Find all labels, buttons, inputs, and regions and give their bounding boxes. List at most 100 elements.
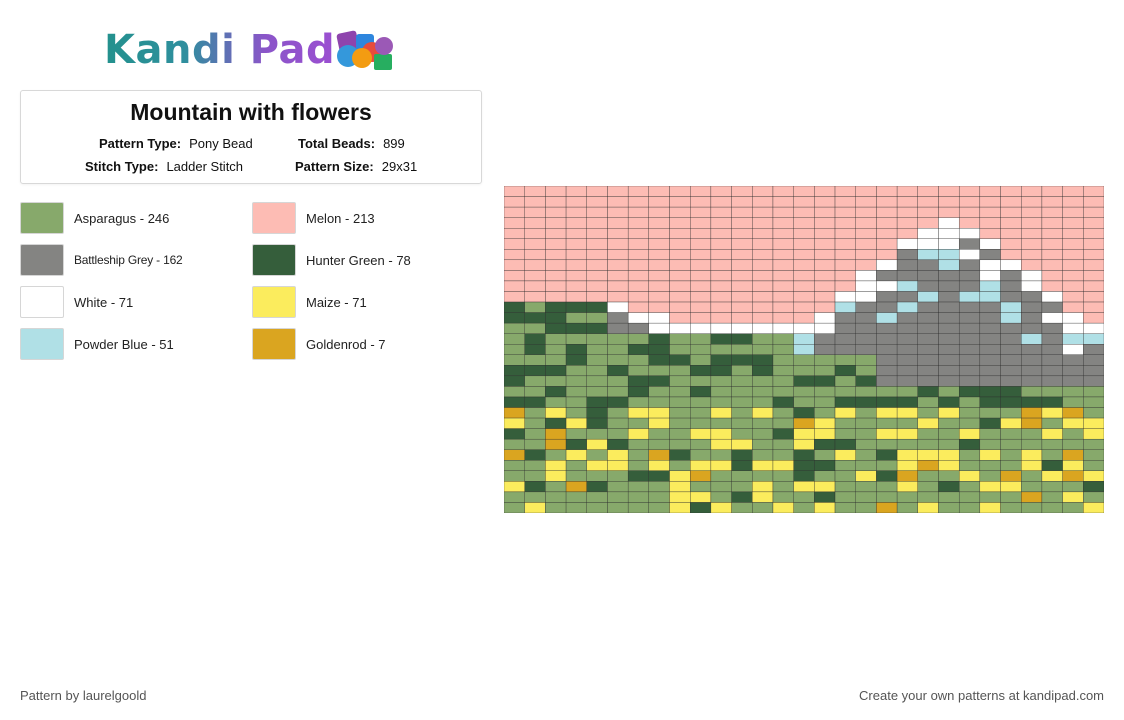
bead-cell (1000, 502, 1022, 513)
bead-cell (896, 280, 918, 292)
bead-cell (917, 344, 939, 355)
bead-cell (648, 417, 670, 429)
bead-cell (772, 280, 794, 292)
bead-cell (710, 375, 732, 387)
bead-cell (958, 470, 981, 482)
bead-cell (504, 322, 525, 334)
bead-cell (917, 228, 939, 239)
bead-cell (504, 502, 525, 513)
bead-cell (710, 491, 732, 503)
bead-cell (814, 407, 836, 419)
bead-cell (917, 481, 939, 493)
bead-cell (690, 259, 712, 271)
bead-cell (896, 428, 918, 440)
bead-cell (545, 438, 567, 450)
total-beads-value: 899 (383, 136, 405, 151)
bead-cell (545, 270, 567, 282)
bead-cell (814, 386, 836, 398)
bead-cell (917, 354, 939, 366)
bead-cell (565, 428, 587, 440)
bead-cell (896, 470, 918, 482)
color-swatch (252, 202, 296, 234)
bead-cell (545, 386, 567, 398)
bead-cell (834, 270, 856, 282)
bead-cell (752, 344, 774, 355)
bead-cell (710, 396, 732, 408)
bead-cell (731, 481, 753, 493)
bead-cell (896, 301, 918, 313)
bead-cell (627, 344, 650, 355)
stitch-type-row: Stitch Type: Ladder Stitch (85, 159, 243, 174)
bead-cell (1000, 217, 1022, 229)
bead-cell (690, 344, 712, 355)
bead-cell (876, 228, 898, 239)
bead-cell (896, 481, 918, 493)
bead-cell (731, 449, 753, 461)
bead-cell (814, 270, 836, 282)
bead-cell (586, 312, 608, 324)
bead-cell (979, 249, 1001, 261)
bead-cell (627, 417, 650, 429)
bead-cell (648, 344, 670, 355)
bead-cell (1041, 228, 1063, 239)
bead-cell (814, 365, 836, 377)
kandipad-logo[interactable]: Kandi Pad (104, 28, 404, 72)
bead-cell (607, 417, 629, 429)
bead-cell (896, 449, 918, 461)
pattern-type-row: Pattern Type: Pony Bead (99, 136, 253, 151)
bead-cell (793, 407, 815, 419)
bead-cell (876, 386, 898, 398)
bead-cell (814, 354, 836, 366)
bead-cell (752, 428, 774, 440)
bead-cell (979, 407, 1001, 419)
legend-item-powder-blue: Powder Blue - 51 (20, 328, 174, 360)
bead-cell (669, 354, 691, 366)
bead-cell (896, 396, 918, 408)
bead-cell (958, 196, 981, 208)
bead-cell (586, 417, 608, 429)
bead-cell (917, 396, 939, 408)
bead-cell (504, 249, 525, 261)
bead-cell (1062, 354, 1084, 366)
bead-cell (565, 449, 587, 461)
bead-cell (855, 428, 877, 440)
bead-cell (814, 196, 836, 208)
bead-cell (1021, 196, 1043, 208)
bead-cell (627, 333, 650, 345)
bead-cell (938, 291, 960, 303)
bead-cell (669, 322, 691, 334)
bead-cell (814, 249, 836, 261)
bead-cell (586, 270, 608, 282)
color-swatch (252, 286, 296, 318)
bead-cell (1041, 502, 1063, 513)
legend-item-goldenrod: Goldenrod - 7 (252, 328, 386, 360)
bead-cell (669, 470, 691, 482)
bead-cell (586, 249, 608, 261)
bead-cell (586, 365, 608, 377)
bead-cell (855, 438, 877, 450)
bead-cell (545, 449, 567, 461)
bead-cell (772, 291, 794, 303)
bead-cell (504, 365, 525, 377)
bead-cell (793, 196, 815, 208)
bead-cell (504, 386, 525, 398)
bead-cell (669, 291, 691, 303)
bead-cell (1083, 249, 1104, 261)
bead-cell (958, 375, 981, 387)
bead-cell (876, 417, 898, 429)
bead-cell (607, 228, 629, 239)
bead-cell (586, 301, 608, 313)
bead-cell (814, 228, 836, 239)
bead-cell (958, 280, 981, 292)
bead-cell (876, 322, 898, 334)
bead-cell (1041, 396, 1063, 408)
bead-cell (565, 259, 587, 271)
bead-cell (586, 228, 608, 239)
bead-cell (938, 354, 960, 366)
bead-cell (690, 206, 712, 218)
bead-cell (896, 206, 918, 218)
kandipad-link[interactable]: Create your own patterns at kandipad.com (859, 688, 1104, 703)
bead-cell (607, 280, 629, 292)
bead-cell (731, 396, 753, 408)
bead-cell (917, 280, 939, 292)
